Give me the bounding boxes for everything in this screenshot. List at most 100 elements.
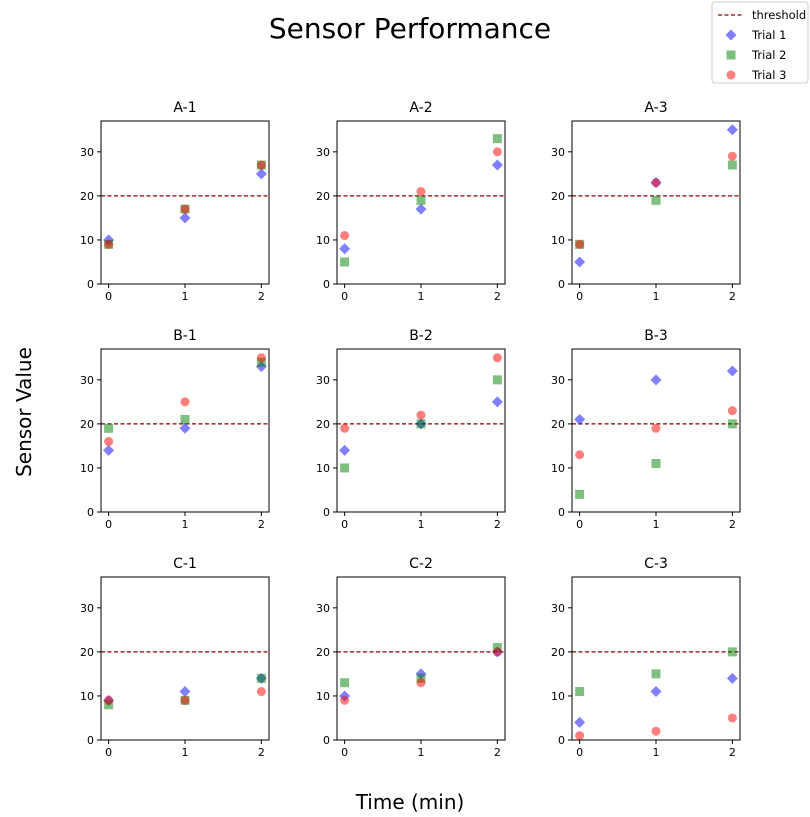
trial-3-point	[492, 147, 502, 157]
x-tick-label: 0	[576, 290, 583, 303]
trial-2-point	[727, 160, 737, 170]
legend-trial-1-swatch	[725, 29, 737, 41]
trial-3-point	[575, 731, 585, 741]
trial-3-point	[416, 410, 426, 420]
x-tick-label: 2	[494, 290, 501, 303]
y-tick-label: 20	[316, 646, 330, 659]
trial-2-point	[651, 669, 661, 679]
x-tick-label: 2	[729, 746, 736, 759]
trial-2-point	[340, 678, 350, 688]
subplot-title: C-2	[409, 556, 433, 572]
trial-3-point	[575, 239, 585, 249]
legend: threshold Trial 1 Trial 2 Trial 3	[711, 1, 809, 84]
y-tick-label: 10	[80, 690, 94, 703]
y-tick-label: 10	[316, 234, 330, 247]
trial-2-point	[180, 414, 190, 424]
legend-label: Trial 2	[751, 48, 786, 62]
y-tick-label: 30	[316, 146, 330, 159]
trial-2-point	[340, 257, 350, 267]
trial-1-point	[574, 716, 586, 728]
trial-3-point	[180, 695, 190, 705]
y-tick-label: 20	[551, 190, 565, 203]
trial-3-point	[575, 450, 585, 460]
y-tick-label: 10	[80, 462, 94, 475]
y-tick-label: 20	[551, 418, 565, 431]
legend-trial-2-swatch	[726, 50, 736, 60]
legend-label: Trial 1	[751, 28, 786, 42]
trial-2-point	[727, 419, 737, 429]
y-tick-label: 10	[551, 462, 565, 475]
y-tick-label: 0	[558, 734, 565, 747]
trial-1-point	[255, 168, 267, 180]
trial-3-point	[340, 695, 350, 705]
trial-1-point	[726, 365, 738, 377]
x-tick-label: 0	[105, 290, 112, 303]
trial-2-point	[651, 195, 661, 205]
trial-1-point	[179, 212, 191, 224]
subplot-title: B-1	[173, 328, 197, 344]
y-tick-label: 0	[558, 278, 565, 291]
trial-1-point	[339, 243, 351, 255]
trial-1-point	[650, 686, 662, 698]
trial-2-point	[256, 673, 266, 683]
y-tick-label: 0	[87, 506, 94, 519]
y-tick-label: 30	[316, 374, 330, 387]
x-tick-label: 1	[418, 746, 425, 759]
y-tick-label: 20	[80, 646, 94, 659]
y-tick-label: 0	[87, 278, 94, 291]
y-tick-label: 10	[80, 234, 94, 247]
x-tick-label: 2	[729, 518, 736, 531]
x-tick-label: 0	[576, 518, 583, 531]
trial-3-point	[416, 186, 426, 196]
subplot-title: B-2	[409, 328, 433, 344]
x-tick-label: 1	[182, 290, 189, 303]
x-axis-label: Time (min)	[355, 790, 465, 814]
legend-frame	[711, 1, 809, 84]
trial-2-point	[575, 489, 585, 499]
x-tick-label: 1	[418, 290, 425, 303]
trial-1-point	[103, 444, 115, 456]
trial-3-point	[727, 713, 737, 723]
trial-3-point	[651, 178, 661, 188]
y-tick-label: 0	[87, 734, 94, 747]
y-tick-label: 10	[316, 690, 330, 703]
figure-title: Sensor Performance	[269, 12, 551, 45]
trial-2-point	[416, 419, 426, 429]
y-tick-label: 0	[323, 506, 330, 519]
y-tick-label: 30	[316, 602, 330, 615]
x-tick-label: 0	[341, 518, 348, 531]
y-tick-label: 0	[323, 734, 330, 747]
y-tick-label: 30	[80, 146, 94, 159]
x-tick-label: 2	[494, 746, 501, 759]
trial-1-point	[179, 686, 191, 698]
subplot-frame	[100, 576, 270, 741]
trial-3-point	[492, 647, 502, 657]
legend-label: threshold	[752, 8, 806, 22]
subplot-title: C-3	[644, 556, 668, 572]
y-axis-label: Sensor Value	[12, 347, 36, 477]
legend-trial-3-swatch	[726, 70, 736, 80]
trial-2-point	[492, 375, 502, 385]
trial-3-point	[416, 678, 426, 688]
trial-2-point	[492, 134, 502, 144]
x-tick-label: 2	[258, 290, 265, 303]
y-tick-label: 30	[551, 374, 565, 387]
x-tick-label: 1	[182, 746, 189, 759]
trial-3-point	[340, 423, 350, 433]
y-tick-label: 20	[551, 646, 565, 659]
trial-3-point	[256, 353, 266, 363]
x-tick-label: 0	[341, 290, 348, 303]
y-tick-label: 30	[551, 602, 565, 615]
trial-1-point	[574, 256, 586, 268]
trial-3-point	[727, 406, 737, 416]
trial-2-point	[416, 195, 426, 205]
x-tick-label: 2	[258, 746, 265, 759]
y-tick-label: 10	[316, 462, 330, 475]
trial-3-point	[651, 423, 661, 433]
y-tick-label: 20	[80, 190, 94, 203]
trial-2-point	[651, 459, 661, 469]
trial-2-point	[727, 647, 737, 657]
